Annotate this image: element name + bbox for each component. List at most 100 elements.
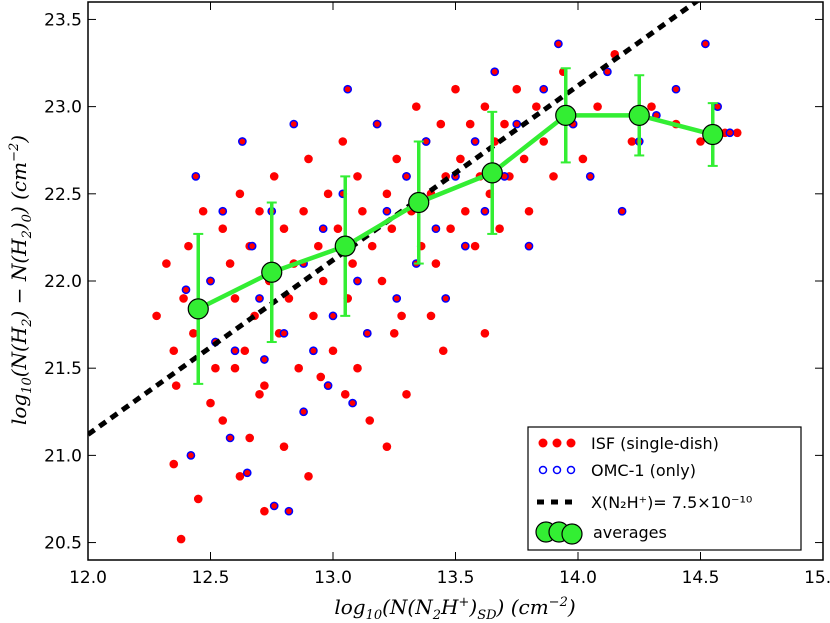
legend-entry-relation: X(N₂H⁺)= 7.5×10⁻¹⁰	[537, 493, 752, 512]
isf-point	[240, 346, 250, 356]
omc1-point	[181, 285, 191, 295]
isf-point	[456, 154, 465, 164]
legend-entry-isf: ISF (single-dish)	[538, 434, 719, 453]
average-point	[702, 123, 724, 146]
omc1-point	[230, 346, 240, 356]
isf-point	[353, 363, 362, 373]
isf-point	[279, 442, 289, 451]
isf-point	[260, 506, 269, 516]
omc1-point	[348, 398, 357, 408]
legend: ISF (single-dish) OMC-1 (only) X(N₂H⁺)= …	[527, 426, 802, 551]
omc1-point	[603, 67, 612, 77]
isf-point	[412, 102, 421, 111]
isf-point	[333, 224, 343, 233]
x-tick-label: 13.0	[314, 568, 352, 588]
omc1-point	[260, 355, 269, 364]
isf-point	[627, 137, 637, 146]
omc1-point	[490, 67, 500, 77]
omc1-point	[242, 468, 252, 478]
isf-point	[495, 224, 504, 233]
isf-point	[392, 154, 402, 164]
x-tick-label: 14.0	[559, 568, 597, 588]
isf-point	[461, 206, 470, 216]
y-tick-label: 22.5	[44, 185, 82, 205]
omc1-point	[441, 294, 451, 303]
isf-point	[539, 137, 548, 146]
legend-isf-marker	[538, 438, 548, 448]
omc1-point	[402, 172, 411, 181]
legend-averages-marker	[561, 523, 583, 545]
omc1-point	[392, 294, 402, 303]
omc1-point	[318, 224, 328, 234]
omc1-point	[382, 206, 392, 216]
isf-point	[245, 433, 254, 443]
isf-point	[269, 172, 279, 181]
isf-point	[340, 390, 350, 399]
omc1-point	[539, 84, 549, 94]
isf-point	[500, 119, 509, 129]
isf-point	[304, 154, 313, 164]
isf-point	[438, 346, 448, 356]
isf-point	[169, 459, 179, 469]
omc1-point	[460, 241, 470, 251]
isf-point	[304, 472, 313, 481]
isf-point	[279, 224, 289, 233]
x-tick-label: 13.5	[437, 568, 475, 588]
isf-point	[189, 329, 198, 338]
isf-point	[696, 137, 705, 146]
legend-omc1-marker	[552, 465, 562, 475]
x-tick-label: 12.5	[192, 568, 230, 588]
omc1-point	[617, 206, 627, 216]
isf-point	[348, 259, 357, 268]
omc1-point	[480, 206, 490, 216]
legend-omc1-label: OMC-1 (only)	[591, 461, 696, 480]
omc1-point	[299, 407, 308, 417]
legend-isf-label: ISF (single-dish)	[591, 434, 719, 453]
isf-point	[358, 206, 367, 216]
isf-point	[465, 119, 475, 129]
isf-point	[519, 154, 529, 164]
y-tick-label: 20.5	[44, 534, 82, 554]
isf-point	[470, 241, 480, 251]
omc1-point	[343, 84, 353, 94]
isf-point	[294, 363, 304, 373]
isf-point	[152, 311, 161, 321]
omc1-point	[512, 119, 522, 129]
omc1-point	[328, 311, 338, 321]
isf-point	[338, 137, 348, 146]
isf-point	[647, 102, 656, 111]
omc1-point	[470, 137, 480, 146]
isf-point	[532, 102, 541, 111]
average-point	[334, 235, 356, 257]
isf-point	[451, 84, 460, 94]
isf-point	[230, 363, 240, 373]
isf-point	[316, 372, 326, 382]
omc1-point	[284, 506, 294, 516]
average-point	[187, 298, 209, 320]
y-tick-label: 21.0	[44, 446, 82, 466]
isf-point	[323, 189, 333, 199]
omc1-point	[206, 276, 215, 286]
isf-point	[193, 494, 203, 504]
averages-line	[197, 113, 714, 311]
omc1-point	[279, 328, 289, 338]
omc1-point	[353, 276, 362, 286]
isf-point	[377, 276, 387, 286]
omc1-point	[524, 241, 534, 251]
isf-point	[365, 416, 375, 425]
isf-point	[235, 189, 245, 199]
legend-averages-label: averages	[593, 523, 667, 542]
isf-point	[426, 311, 436, 321]
isf-point	[179, 294, 188, 303]
average-point	[481, 162, 503, 184]
y-tick-label: 22.0	[44, 272, 82, 292]
omc1-point	[362, 328, 372, 338]
x-tick-label: 14.5	[682, 568, 720, 588]
omc1-point	[269, 501, 279, 511]
isf-point	[389, 329, 399, 338]
x-tick-label: 12.0	[69, 568, 107, 588]
omc1-point	[225, 433, 235, 443]
isf-point	[512, 84, 522, 94]
isf-point	[446, 224, 455, 233]
